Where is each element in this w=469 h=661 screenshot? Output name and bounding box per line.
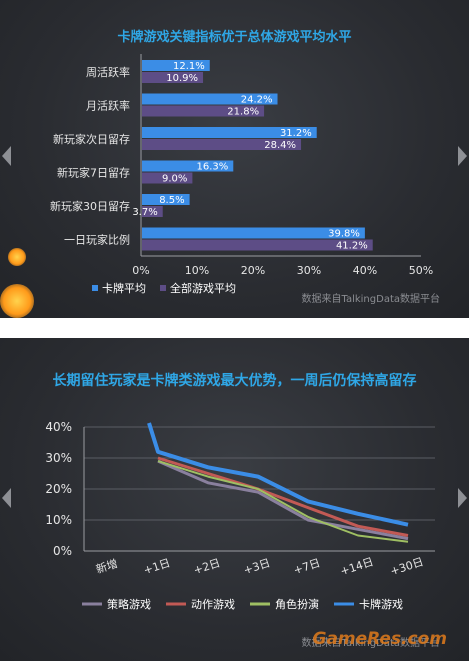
legend-label: 全部游戏平均 — [170, 281, 236, 295]
category-label: 新玩家7日留存 — [57, 166, 130, 180]
data-label: 10.9% — [166, 73, 198, 84]
watermark-text: GameRes.com — [312, 629, 448, 649]
data-label: 24.2% — [241, 95, 273, 106]
x-tick-label: +30日 — [389, 555, 426, 578]
y-tick-label: 0% — [53, 544, 72, 558]
category-label: 周活跃率 — [86, 65, 130, 79]
bar-all — [142, 239, 373, 251]
data-label: 9.0% — [162, 174, 187, 185]
bar-all — [142, 72, 204, 83]
x-tick-label: 0% — [132, 264, 149, 277]
bar-card — [142, 60, 210, 71]
data-label: 31.2% — [280, 128, 312, 139]
x-tick-label: 30% — [297, 264, 321, 277]
x-tick-label: 10% — [185, 264, 209, 277]
x-tick-label: +7日 — [292, 556, 322, 577]
prev-arrow-icon[interactable] — [2, 488, 11, 508]
data-label: 28.4% — [264, 140, 296, 151]
data-label: 16.3% — [196, 162, 228, 173]
data-label: 3.7% — [132, 207, 157, 218]
series-line — [157, 456, 409, 537]
category-label: 一日玩家比例 — [64, 233, 130, 247]
chart-title: 长期留住玩家是卡牌类游戏最大优势，一周后仍保持高留存 — [52, 373, 417, 389]
bar-card — [142, 160, 234, 172]
bar-all — [142, 206, 163, 217]
bar-card — [142, 227, 365, 239]
x-tick-label: +14日 — [339, 555, 376, 578]
bar-card — [142, 194, 190, 205]
category-label: 新玩家次日留存 — [53, 132, 130, 146]
source-note: 数据来自TalkingData数据平台 — [302, 636, 441, 649]
data-label: 41.2% — [336, 241, 368, 252]
bar-all — [142, 172, 193, 184]
bar-all — [142, 105, 265, 117]
legend-swatch — [160, 285, 166, 291]
x-tick-label: 50% — [409, 264, 433, 277]
decorative-glow — [0, 284, 34, 318]
legend-label: 策略游戏 — [107, 597, 151, 611]
data-label: 8.5% — [159, 195, 184, 206]
next-arrow-icon[interactable] — [458, 488, 467, 508]
legend-swatch — [92, 285, 98, 291]
data-label: 39.8% — [328, 229, 360, 240]
chart-panel-retention: 长期留住玩家是卡牌类游戏最大优势，一周后仍保持高留存 0% 10% 20% 30% 40… — [0, 338, 469, 661]
next-arrow-icon[interactable] — [458, 146, 467, 166]
x-tick-label: 20% — [241, 264, 265, 277]
series-line — [147, 422, 409, 527]
x-tick-label: 40% — [353, 264, 377, 277]
bar-all — [142, 139, 302, 150]
legend-label: 卡牌游戏 — [359, 597, 403, 611]
legend-label: 动作游戏 — [191, 598, 235, 611]
category-label: 新玩家30日留存 — [50, 199, 130, 213]
source-note: 数据来自TalkingData数据平台 — [302, 292, 441, 305]
x-tick-label: +1日 — [142, 556, 172, 577]
y-tick-label: 20% — [45, 482, 72, 496]
legend-label: 卡牌平均 — [102, 281, 146, 295]
series-line — [157, 460, 409, 543]
y-tick-label: 10% — [45, 513, 72, 527]
x-tick-label: +2日 — [192, 556, 222, 577]
category-label: 月活跃率 — [86, 99, 130, 113]
prev-arrow-icon[interactable] — [2, 146, 11, 166]
chart-panel-key-metrics: 卡牌游戏关键指标优于总体游戏平均水平 0% 10% 20% 30% 40% 50% 周活跃率… — [0, 0, 469, 318]
chart-title: 卡牌游戏关键指标优于总体游戏平均水平 — [117, 30, 352, 45]
y-tick-label: 40% — [45, 420, 72, 434]
data-label: 12.1% — [173, 61, 205, 72]
x-tick-label: 新增 — [94, 556, 119, 576]
x-tick-label: +3日 — [242, 556, 272, 577]
decorative-glow — [8, 248, 26, 266]
line-chart: 0% 10% 20% 30% 40% 新增 +1日 +2日 +3日 +7日 +14日 +30日策略游戏… — [45, 420, 441, 649]
horizontal-bar-chart: 0% 10% 20% 30% 40% 50% 周活跃率 12.1%10.9% 月活跃率 24.2%… — [50, 54, 441, 305]
series-line — [157, 459, 409, 541]
data-label: 21.8% — [227, 107, 259, 118]
bar-card — [142, 93, 278, 105]
bar-card — [142, 127, 317, 138]
y-tick-label: 30% — [45, 451, 72, 465]
legend-label: 角色扮演 — [275, 597, 319, 611]
